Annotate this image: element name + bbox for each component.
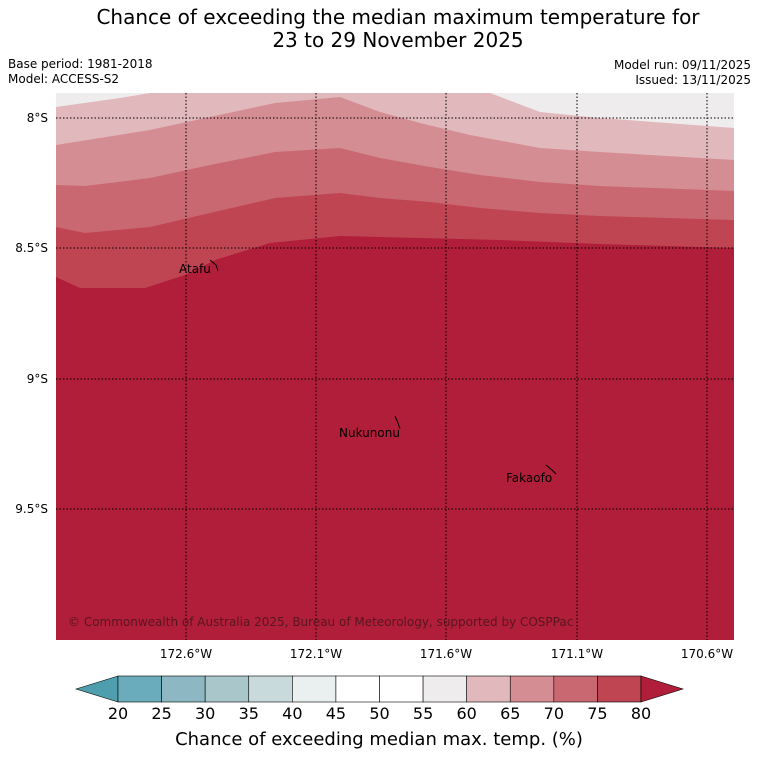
colorbar-bin [553,675,598,703]
colorbar-tick-label: 60 [456,704,477,723]
colorbar-tick-label: 55 [412,704,434,723]
colorbar-bin [335,675,380,703]
colorbar-bin [248,675,293,703]
colorbar-bin [292,675,337,703]
colorbar-tick-label: 75 [587,704,608,723]
title-line-1: Chance of exceeding the median maximum t… [96,5,700,29]
colorbar [74,675,685,703]
model-run: Model run: 09/11/2025 [613,58,751,72]
colorbar-bin [379,675,424,703]
place-label-nukunonu: Nukunonu [339,426,400,440]
place-label-fakaofo: Fakaofo [506,471,552,485]
island-coastlines [209,259,557,475]
place-label-atafu: Atafu [179,262,211,276]
title-line-2: 23 to 29 November 2025 [272,28,524,52]
lon-label: 171.6°W [419,647,473,661]
colorbar-under-triangle [74,675,119,703]
fakaofo-coastline [545,464,557,475]
colorbar-tick-label: 35 [238,704,259,723]
lat-label: 9°S [26,372,48,386]
lon-label: 172.6°W [159,647,213,661]
colorbar-over-triangle [640,675,685,703]
colorbar-tick-label: 70 [543,704,565,723]
colorbar-tick-label: 80 [630,704,652,723]
colorbar-bin [161,675,206,703]
colorbar-bin [597,675,642,703]
chart-title: Chance of exceeding the median maximum t… [0,6,758,52]
colorbar-tick-label: 20 [107,704,129,723]
issued-date: Issued: 13/11/2025 [635,73,751,87]
colorbar-tick-label: 40 [282,704,303,723]
colorbar-tick-label: 50 [369,704,390,723]
meta-left: Base period: 1981-2018 Model: ACCESS-S2 [8,57,153,87]
probability-bands [56,93,734,640]
colorbar-tick-label: 25 [151,704,172,723]
model-name: Model: ACCESS-S2 [8,72,120,86]
colorbar-bin [117,675,162,703]
colorbar-bins [117,675,642,703]
colorbar-label: Chance of exceeding median max. temp. (%… [175,729,583,750]
colorbar-bin [466,675,511,703]
lon-label: 170.6°W [680,647,734,661]
meta-right: Model run: 09/11/2025 Issued: 13/11/2025 [614,58,751,88]
nukunonu-coastline [394,415,401,430]
gridlines [56,93,734,640]
colorbar-tick-label: 45 [325,704,347,723]
lon-label: 171.1°W [550,647,604,661]
lat-label: 8°S [26,111,48,125]
base-period: Base period: 1981-2018 [8,57,153,71]
colorbar-tick-label: 65 [500,704,521,723]
colorbar-tick-label: 30 [194,704,216,723]
copyright-notice: © Commonwealth of Australia 2025, Bureau… [68,615,573,629]
band-over-80 [56,236,734,640]
colorbar-bin [509,675,555,703]
lon-label: 172.1°W [289,647,343,661]
atafu-coastline [209,259,219,272]
lat-label: 8.5°S [15,241,48,255]
lat-label: 9.5°S [15,502,48,516]
colorbar-bin [204,675,250,703]
colorbar-bin [422,675,467,703]
